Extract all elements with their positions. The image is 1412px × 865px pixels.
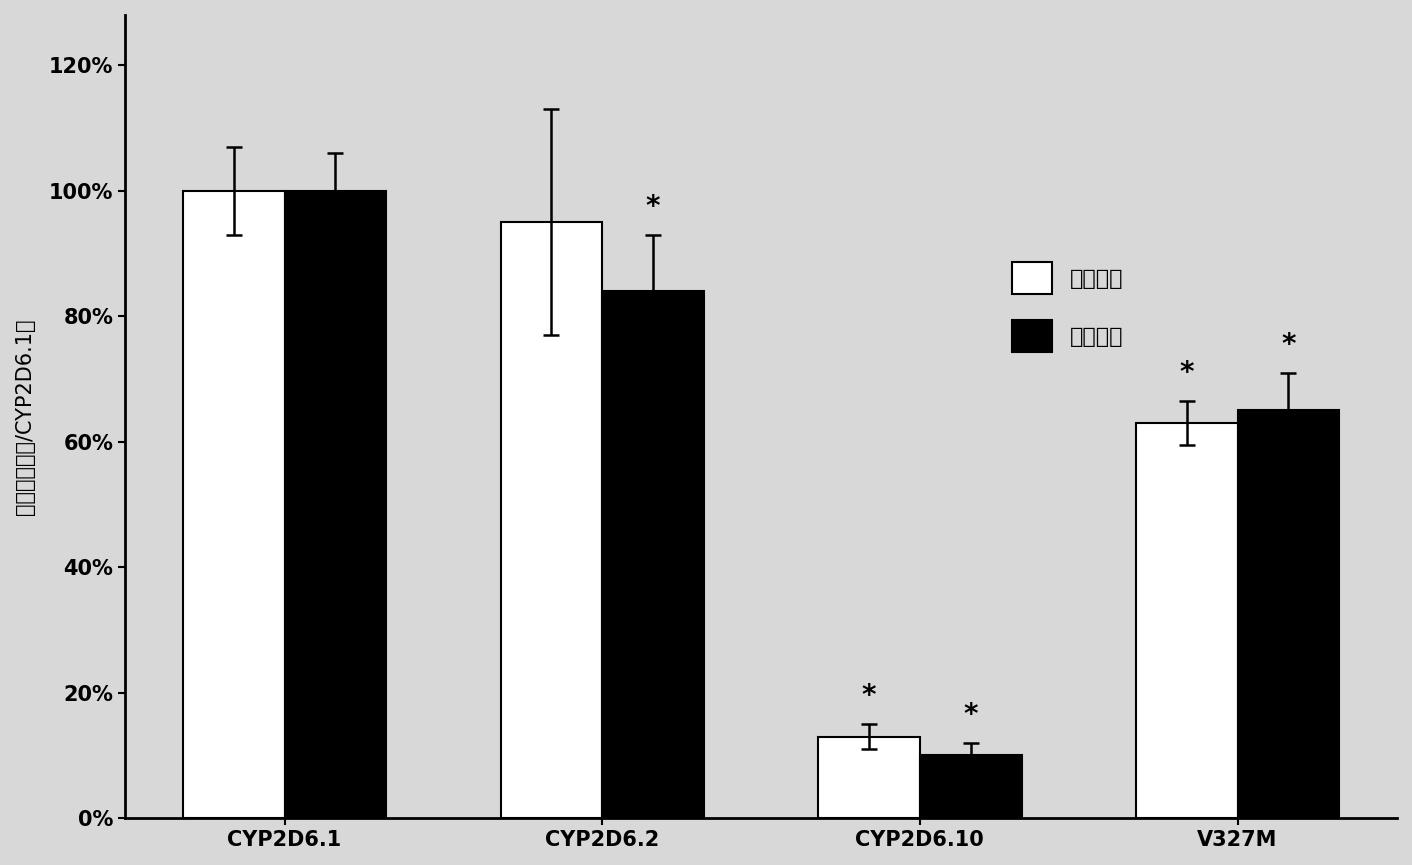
Text: *: * xyxy=(861,682,877,710)
Text: *: * xyxy=(1281,331,1296,359)
Text: *: * xyxy=(963,702,979,729)
Text: *: * xyxy=(1179,359,1195,388)
Bar xyxy=(818,737,919,818)
Legend: 右美沙芬, 丁咆洛尔: 右美沙芬, 丁咆洛尔 xyxy=(1001,251,1135,362)
Bar xyxy=(602,292,703,818)
Bar xyxy=(500,222,602,818)
Bar xyxy=(1237,410,1339,818)
Bar xyxy=(1135,423,1237,818)
Text: *: * xyxy=(645,193,661,221)
Y-axis label: 相对代谢比（/CYP2D6.1）: 相对代谢比（/CYP2D6.1） xyxy=(16,318,35,515)
Bar xyxy=(919,755,1021,818)
Bar xyxy=(285,190,387,818)
Bar xyxy=(184,190,285,818)
